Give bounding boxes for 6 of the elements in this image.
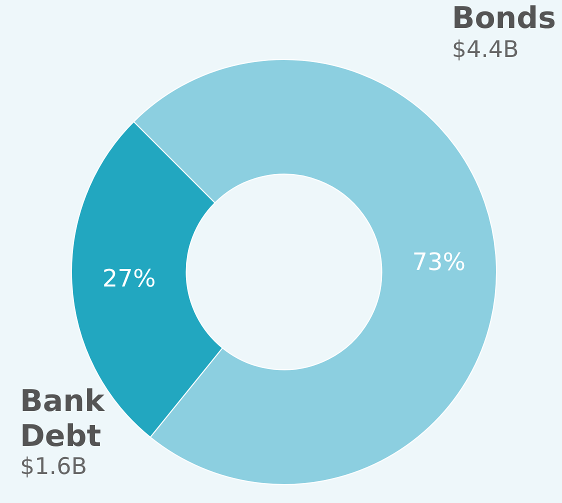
slice-label: Bonds bbox=[452, 1, 556, 36]
text: 27% bbox=[102, 264, 156, 292]
data-label: $4.4B bbox=[452, 36, 520, 63]
data-label: $1.6B bbox=[20, 454, 88, 480]
text: 73% bbox=[412, 248, 466, 276]
slice-label: Bank Debt bbox=[20, 384, 106, 454]
